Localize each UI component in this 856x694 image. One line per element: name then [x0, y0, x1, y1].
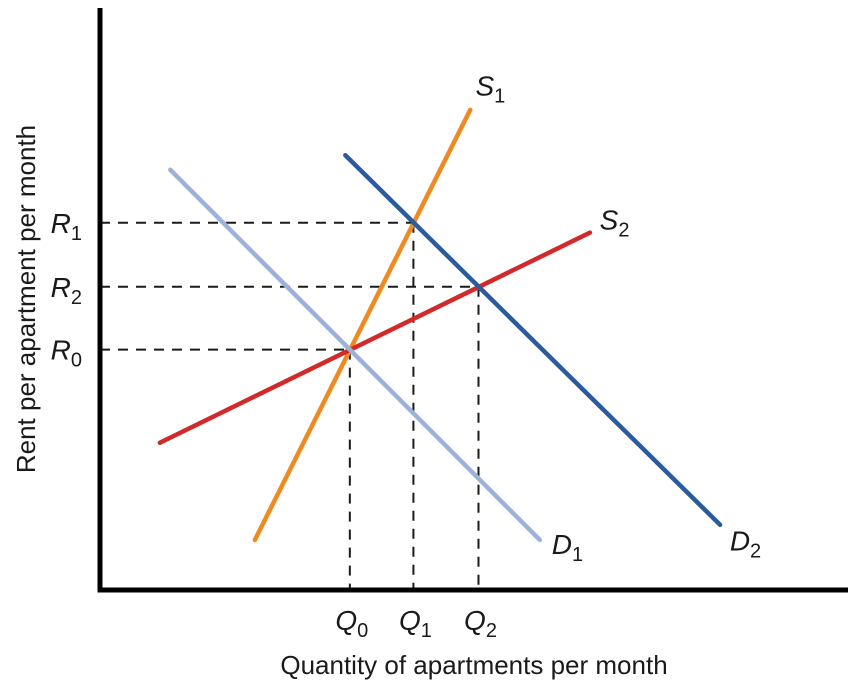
curve-D2: [343, 152, 723, 528]
curve-label-S1: S1: [475, 70, 505, 107]
curve-label-S2: S2: [600, 205, 630, 242]
quantity-label-Q0: Q0: [335, 605, 368, 642]
price-label-R2: R2: [51, 272, 82, 309]
curve-D1: [168, 167, 543, 543]
curve-label-D1: D1: [552, 529, 583, 566]
curve-S2: [157, 230, 593, 446]
x-axis-title: Quantity of apartments per month: [280, 650, 668, 680]
y-axis-title: Rent per apartment per month: [11, 124, 41, 474]
price-label-R1: R1: [51, 208, 82, 245]
price-label-R0: R0: [51, 335, 82, 372]
quantity-label-Q2: Q2: [464, 605, 497, 642]
curve-label-D2: D2: [730, 525, 761, 562]
quantity-label-Q1: Q1: [399, 605, 432, 642]
curve-S1: [252, 107, 473, 543]
axes: [97, 8, 848, 593]
